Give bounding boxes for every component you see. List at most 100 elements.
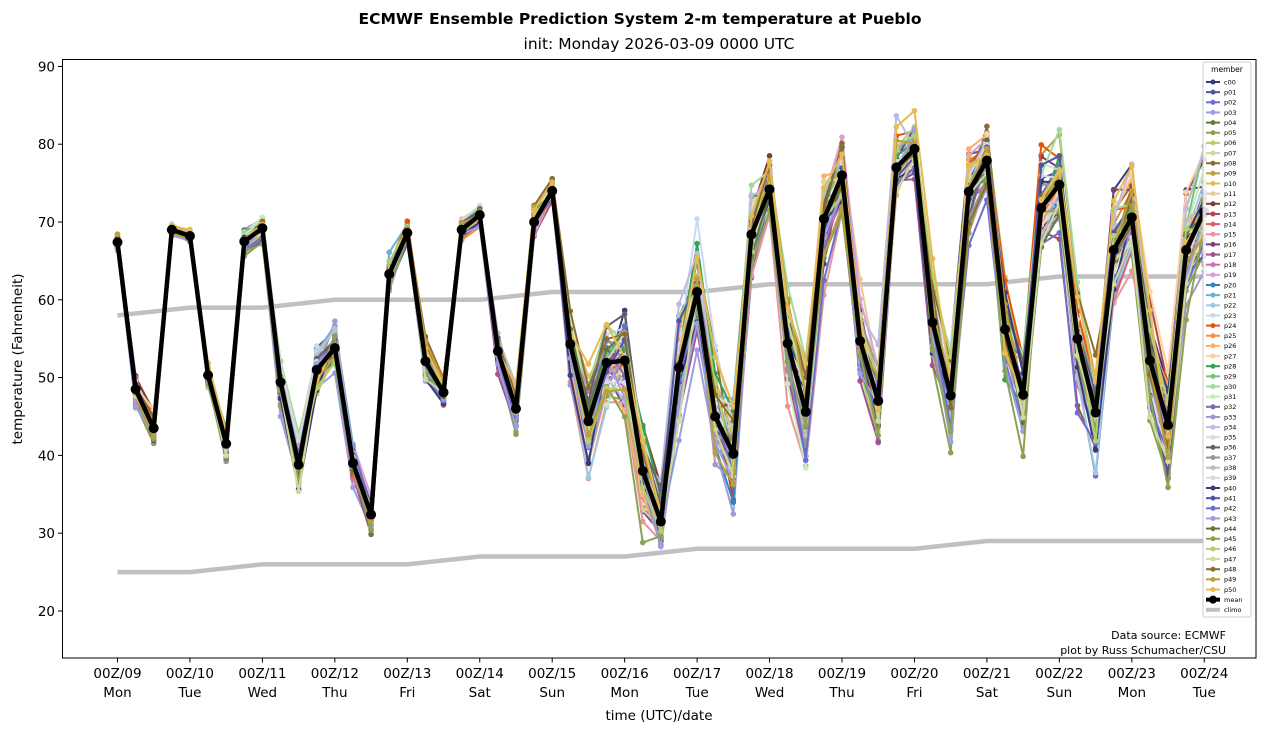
y-tick-label: 90	[38, 59, 55, 75]
member-point	[1038, 142, 1045, 148]
x-tick-label-time: 00Z/13	[383, 666, 431, 682]
legend-item-p20: p20	[1206, 281, 1236, 289]
member-point	[585, 432, 592, 438]
legend-item-p31: p31	[1206, 393, 1236, 401]
climo-low-line	[117, 538, 1205, 575]
mean-point	[1018, 389, 1029, 400]
legend-label: p04	[1224, 119, 1236, 127]
member-point	[694, 240, 700, 247]
x-tick-label-day: Sun	[539, 685, 565, 701]
member-point	[1147, 414, 1153, 420]
legend-swatch-marker	[1210, 333, 1216, 339]
legend-label: p33	[1224, 413, 1236, 421]
mean-point	[764, 184, 775, 195]
member-point	[223, 452, 229, 459]
member-point	[458, 220, 465, 226]
member-point	[875, 432, 882, 439]
legend-item-p42: p42	[1206, 505, 1236, 513]
member-point	[368, 531, 374, 538]
member-point	[1165, 454, 1171, 460]
legend-item-p49: p49	[1206, 576, 1236, 584]
x-tick-label-day: Thu	[828, 685, 854, 701]
legend-item-p08: p08	[1206, 160, 1236, 168]
legend-item-p41: p41	[1206, 494, 1236, 502]
legend-label: p12	[1224, 200, 1236, 208]
member-point	[839, 134, 845, 140]
member-point	[694, 320, 700, 327]
mean-point	[221, 438, 232, 449]
legend-item-p39: p39	[1206, 474, 1236, 482]
member-point	[947, 449, 954, 456]
x-tick-label-day: Tue	[177, 685, 201, 701]
member-point	[585, 439, 592, 445]
legend-label: p32	[1224, 403, 1236, 411]
y-tick-label: 50	[38, 371, 55, 387]
member-point	[929, 347, 936, 353]
legend-item-p10: p10	[1206, 180, 1236, 188]
legend-label: p48	[1224, 566, 1236, 574]
mean-point	[873, 395, 884, 406]
member-point	[748, 182, 755, 189]
member-point	[784, 380, 791, 387]
member-point	[857, 352, 863, 359]
x-tick-label-time: 00Z/23	[1108, 666, 1156, 682]
legend-label: p50	[1224, 586, 1236, 594]
x-tick-label-time: 00Z/21	[963, 666, 1011, 682]
legend-item-mean: mean	[1206, 595, 1242, 604]
legend-swatch-marker	[1210, 312, 1216, 318]
legend-label: p08	[1224, 160, 1236, 168]
member-point	[1183, 217, 1189, 224]
legend-label: p22	[1224, 302, 1236, 310]
member-point	[1038, 196, 1045, 203]
member-point	[1092, 352, 1099, 358]
member-point	[603, 346, 610, 353]
member-point	[332, 325, 338, 332]
legend-swatch-marker	[1210, 170, 1216, 176]
mean-point	[601, 357, 612, 368]
x-axis-label: time (UTC)/date	[605, 708, 712, 724]
member-point	[567, 372, 574, 379]
member-point	[1002, 350, 1008, 356]
legend-item-p36: p36	[1206, 444, 1236, 452]
legend-swatch-marker	[1210, 394, 1216, 400]
x-tick-label-day: Sat	[469, 685, 491, 701]
legend-swatch-marker	[1210, 282, 1216, 288]
legend-item-p09: p09	[1206, 170, 1236, 178]
member-point	[730, 404, 737, 410]
legend-swatch-marker	[1210, 191, 1216, 197]
y-tick-label: 40	[38, 448, 55, 464]
legend-label: climo	[1224, 606, 1242, 614]
legend-swatch-marker	[1210, 150, 1216, 156]
legend-item-p29: p29	[1206, 373, 1236, 381]
member-point	[603, 388, 610, 395]
mean-point	[420, 356, 431, 367]
y-tick-label: 70	[38, 215, 55, 231]
member-point	[1183, 226, 1189, 232]
member-point	[984, 130, 990, 137]
mean-point	[456, 224, 467, 235]
member-point	[332, 318, 338, 324]
member-point	[676, 318, 682, 324]
member-point	[603, 321, 610, 328]
member-point	[1110, 232, 1117, 239]
mean-point	[746, 229, 757, 240]
legend-swatch-marker	[1210, 546, 1216, 552]
y-axis-label: temperature (Fahrenheit)	[10, 273, 26, 444]
mean-point	[673, 362, 684, 373]
legend-label: p39	[1224, 474, 1236, 482]
legend-item-p21: p21	[1206, 291, 1236, 299]
legend-swatch-marker	[1210, 536, 1216, 542]
legend-swatch-marker	[1210, 221, 1216, 227]
member-point	[1056, 169, 1063, 175]
member-point	[585, 361, 592, 367]
legend-swatch-marker	[1210, 363, 1216, 369]
x-tick-label-time: 00Z/16	[601, 666, 649, 682]
member-point	[784, 305, 791, 311]
member-point	[875, 418, 882, 424]
y-tick-label: 60	[38, 293, 55, 309]
member-point	[857, 370, 863, 377]
mean-point	[347, 458, 358, 469]
member-point	[1038, 162, 1045, 168]
legend-item-p46: p46	[1206, 545, 1236, 553]
mean-point	[1108, 245, 1119, 256]
